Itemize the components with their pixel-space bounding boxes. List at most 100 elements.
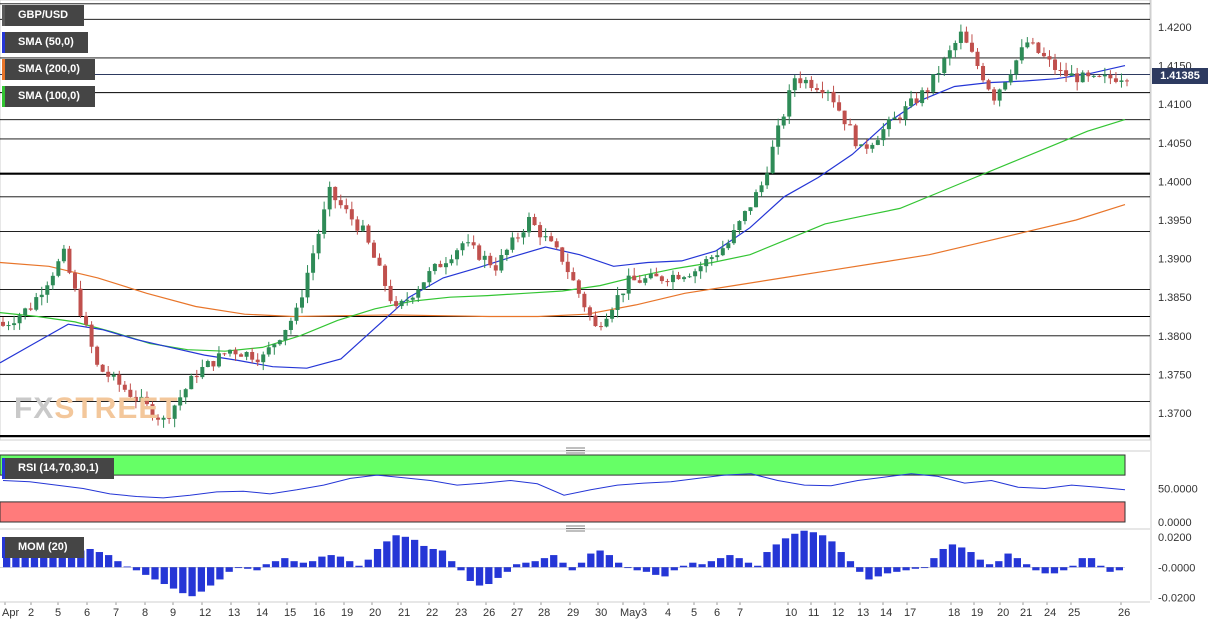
legend-sma100[interactable]: SMA (100,0)	[2, 86, 95, 107]
candle-bearish	[1097, 75, 1102, 77]
date-tick-label: 14	[880, 607, 892, 619]
date-tick-label: 6	[714, 607, 720, 619]
mom-tick-label: -0.0000	[1158, 562, 1195, 574]
candle-bearish	[471, 242, 476, 246]
mom-bar	[271, 561, 280, 568]
legend-symbol[interactable]: GBP/USD	[2, 5, 84, 26]
mom-bar	[883, 567, 892, 574]
mom-bar	[30, 553, 39, 568]
mom-bar	[12, 553, 20, 568]
candle-bearish	[659, 276, 664, 282]
candle-bullish	[1014, 60, 1019, 75]
candle-bearish	[167, 417, 172, 419]
legend-rsi[interactable]: RSI (14,70,30,1)	[2, 458, 114, 479]
date-tick-label: 20	[369, 607, 381, 619]
candle-bearish	[1108, 74, 1113, 79]
candle-bullish	[299, 297, 304, 308]
candle-bearish	[587, 307, 592, 316]
candle-bearish	[853, 125, 858, 147]
date-tick-label: 29	[567, 607, 579, 619]
candle-bearish	[1, 321, 5, 326]
date-tick-label: May	[620, 607, 641, 619]
candle-bullish	[172, 405, 177, 419]
candle-bearish	[820, 89, 825, 93]
mom-bar	[995, 561, 1003, 568]
candle-bullish	[909, 98, 914, 107]
mom-bar	[874, 567, 882, 577]
candle-bearish	[571, 272, 576, 281]
candle-bearish	[515, 237, 520, 239]
date-tick-label: 26	[483, 607, 495, 619]
candle-bullish	[510, 237, 515, 250]
legend-sma200[interactable]: SMA (200,0)	[2, 59, 95, 80]
mom-bar	[828, 541, 836, 568]
candle-bullish	[200, 367, 205, 378]
mom-bar	[40, 550, 48, 568]
mom-bar	[77, 550, 85, 568]
date-tick-label: 26	[1118, 607, 1130, 619]
mom-bar	[809, 532, 817, 568]
candle-bullish	[1080, 72, 1085, 83]
mom-bar	[967, 552, 975, 568]
candle-bullish	[216, 353, 221, 367]
candle-bullish	[615, 295, 620, 310]
candle-bullish	[421, 282, 426, 290]
candle-bearish	[211, 361, 216, 367]
mom-bar	[642, 567, 651, 572]
mom-bar	[225, 567, 233, 572]
legend-mom[interactable]: MOM (20)	[2, 537, 84, 558]
panel-resize-handles[interactable]	[0, 447, 1150, 603]
candle-bearish	[100, 364, 105, 372]
mom-tick-label: 0.0200	[1158, 532, 1192, 544]
candle-bearish	[117, 374, 122, 385]
candle-bullish	[670, 274, 675, 283]
candle-bullish	[648, 273, 653, 279]
price-tick-label: 1.4000	[1158, 176, 1192, 188]
date-tick-label: Apr	[2, 607, 19, 619]
candle-bullish	[288, 320, 293, 330]
candle-bearish	[1064, 70, 1069, 76]
mom-bar	[1032, 567, 1040, 571]
mom-bar	[615, 562, 623, 568]
candle-bullish	[521, 232, 526, 238]
date-tick-label: 8	[142, 607, 148, 619]
mom-bar	[169, 567, 178, 589]
mom-bar	[865, 567, 873, 580]
candle-bearish	[106, 371, 111, 377]
mom-bar	[846, 561, 855, 568]
date-tick-label: 13	[228, 607, 240, 619]
candle-bullish	[39, 294, 44, 298]
watermark-street: STREET	[54, 392, 179, 425]
mom-bar	[123, 566, 131, 568]
mom-bar	[930, 558, 938, 568]
candle-bullish	[682, 277, 687, 280]
candle-bullish	[720, 248, 725, 256]
mom-bar	[383, 541, 391, 568]
candle-bearish	[239, 354, 244, 357]
mom-bar	[1115, 567, 1123, 571]
date-tick-label: 20	[997, 607, 1009, 619]
candle-bullish	[405, 299, 410, 301]
candle-bearish	[128, 389, 133, 397]
legend-sma50[interactable]: SMA (50,0)	[2, 32, 88, 53]
candle-bearish	[144, 396, 149, 405]
price-tick-label: 1.4100	[1158, 99, 1192, 111]
candle-bullish	[311, 253, 316, 273]
date-tick-label: 17	[904, 607, 916, 619]
mom-bar	[188, 567, 196, 597]
candle-bearish	[255, 359, 260, 363]
candle-bullish	[942, 58, 947, 74]
mom-bar	[976, 559, 984, 568]
candle-bearish	[549, 236, 554, 242]
mom-bar	[299, 562, 307, 568]
candle-bullish	[726, 243, 731, 249]
candle-bullish	[316, 233, 321, 254]
mom-bar	[540, 558, 549, 568]
mom-bar	[985, 564, 994, 568]
price-grid	[0, 0, 1151, 441]
candle-bullish	[787, 90, 792, 117]
mom-bar	[670, 567, 678, 571]
candle-bullish	[266, 347, 271, 355]
mom-bar	[309, 561, 317, 568]
